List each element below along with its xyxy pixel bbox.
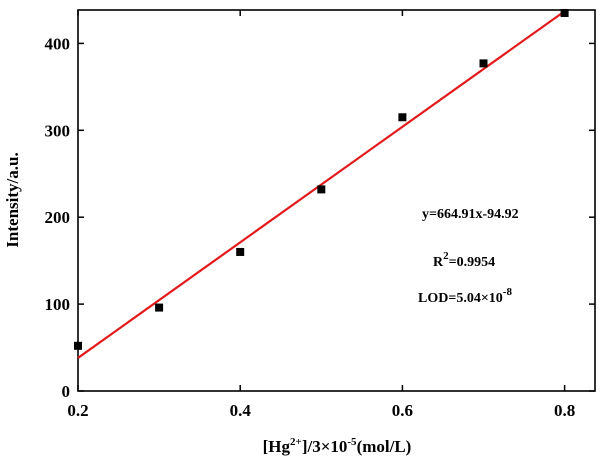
lod-annotation: LOD=5.04×10-8 bbox=[418, 286, 512, 306]
plot-frame bbox=[77, 9, 596, 392]
data-points bbox=[74, 8, 569, 350]
y-tick-label: 0 bbox=[62, 382, 71, 401]
y-axis-ticks: 0 100 200 300 400 bbox=[45, 34, 595, 401]
data-point bbox=[317, 185, 326, 194]
y-axis-title: Intensity/a.u. bbox=[3, 152, 22, 247]
data-point bbox=[560, 8, 569, 17]
y-tick-label: 400 bbox=[45, 34, 71, 53]
x-tick-label: 0.4 bbox=[230, 401, 252, 420]
y-tick-label: 300 bbox=[45, 121, 71, 140]
y-tick-label: 200 bbox=[45, 208, 71, 227]
y-tick-label: 100 bbox=[45, 295, 71, 314]
data-point bbox=[236, 247, 245, 256]
equation-annotation: y=664.91x-94.92 bbox=[422, 207, 519, 222]
data-point bbox=[155, 303, 164, 312]
r-squared-annotation: R2=0.9954 bbox=[433, 250, 495, 270]
fit-line-group bbox=[77, 10, 566, 359]
x-tick-label: 0.6 bbox=[392, 401, 413, 420]
x-tick-label: 0.2 bbox=[67, 401, 88, 420]
data-point bbox=[74, 341, 82, 350]
data-point bbox=[398, 113, 407, 122]
data-point bbox=[479, 59, 488, 68]
fit-line bbox=[77, 10, 566, 359]
x-tick-label: 0.8 bbox=[554, 401, 575, 420]
x-axis-title: [Hg2+]/3×10-5(mol/L) bbox=[263, 436, 412, 456]
